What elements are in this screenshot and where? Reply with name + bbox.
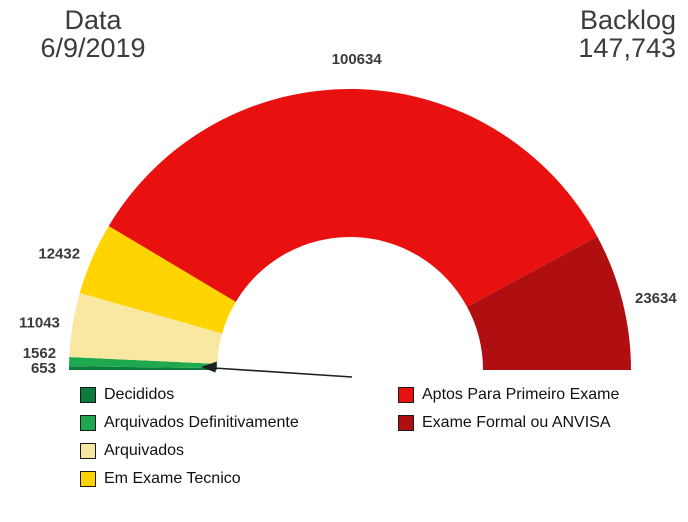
legend-label-arquivados-definitivamente: Arquivados Definitivamente: [104, 413, 299, 431]
legend-swatch-decididos: [80, 386, 96, 403]
legend-item-arquivados-definitivamente[interactable]: Arquivados Definitivamente: [80, 414, 398, 431]
legend-label-aptos-para-primeiro-exame: Aptos Para Primeiro Exame: [422, 385, 620, 403]
arrow-annotation: [201, 361, 353, 378]
legend-item-em-exame-tecnico[interactable]: Em Exame Tecnico: [80, 470, 398, 487]
slice-aptos-para-primeiro-exame[interactable]: [108, 88, 598, 307]
legend-column-left: Decididos Arquivados Definitivamente Arq…: [80, 386, 398, 498]
slice-decididos[interactable]: [69, 366, 218, 370]
slice-value-label: 23634: [635, 290, 677, 307]
legend-swatch-exame-formal-ou-anvisa: [398, 414, 414, 431]
legend-label-arquivados: Arquivados: [104, 441, 185, 459]
slice-em-exame-tecnico[interactable]: [79, 225, 236, 334]
date-block: Data 6/9/2019: [18, 6, 168, 62]
backlog-block: Backlog 147,743: [506, 6, 676, 62]
slice-arquivados[interactable]: [69, 292, 223, 364]
slice-value-label: 11043: [19, 315, 60, 332]
legend-column-right: Aptos Para Primeiro Exame Exame Formal o…: [398, 386, 619, 442]
legend-label-exame-formal-ou-anvisa: Exame Formal ou ANVISA: [422, 413, 611, 431]
slice-value-label: 12432: [38, 245, 80, 262]
legend-swatch-arquivados-definitivamente: [80, 414, 96, 431]
date-value: 6/9/2019: [40, 33, 146, 63]
slice-value-label: 653: [31, 360, 56, 377]
date-label: Data: [64, 5, 122, 35]
slice-value-label: 1562: [23, 345, 56, 362]
backlog-label: Backlog: [579, 5, 676, 35]
legend-label-em-exame-tecnico: Em Exame Tecnico: [104, 469, 241, 487]
legend-item-aptos-para-primeiro-exame[interactable]: Aptos Para Primeiro Exame: [398, 386, 619, 403]
gauge-slices: [69, 88, 631, 370]
slice-arquivados-definitivamente[interactable]: [69, 356, 218, 369]
slice-value-label: 100634: [332, 51, 383, 68]
legend-item-exame-formal-ou-anvisa[interactable]: Exame Formal ou ANVISA: [398, 414, 619, 431]
legend-swatch-arquivados: [80, 442, 96, 459]
slice-exame-formal-ou-anvisa[interactable]: [467, 236, 631, 370]
legend: Decididos Arquivados Definitivamente Arq…: [80, 386, 619, 498]
legend-item-arquivados[interactable]: Arquivados: [80, 442, 398, 459]
legend-item-decididos[interactable]: Decididos: [80, 386, 398, 403]
backlog-value: 147,743: [578, 33, 676, 63]
legend-label-decididos: Decididos: [104, 385, 175, 403]
legend-swatch-aptos-para-primeiro-exame: [398, 386, 414, 403]
legend-swatch-em-exame-tecnico: [80, 470, 96, 487]
